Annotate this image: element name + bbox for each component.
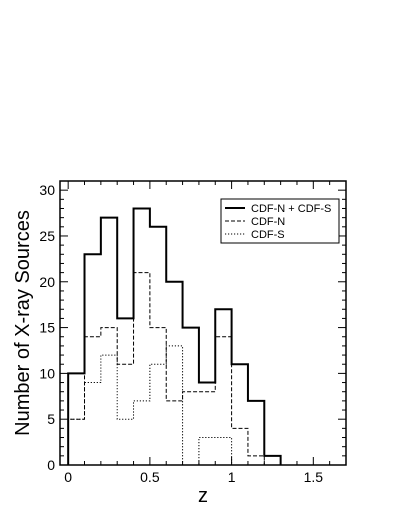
y-tick-label: 20 (39, 274, 55, 290)
legend: CDF-N + CDF-S CDF-N CDF-S (220, 198, 340, 244)
y-tick-label: 25 (39, 228, 55, 244)
histogram-series (67, 207, 282, 466)
series-dotted-step-line (67, 345, 281, 466)
plot-frame (59, 180, 347, 466)
x-axis-label: z (198, 485, 208, 507)
y-tick-label: 5 (47, 411, 55, 427)
series-dashed-step-line (67, 272, 281, 466)
series-solid-step-line (67, 207, 282, 465)
axis-ticks: 0 0.5 1 1.5 0 5 10 15 20 25 30 (39, 181, 346, 485)
y-tick-label: 10 (39, 365, 55, 381)
plot-area: 0 0.5 1 1.5 0 5 10 15 20 25 30 (39, 180, 347, 485)
y-tick-label: 15 (39, 320, 55, 336)
x-tick-label: 1 (228, 469, 236, 485)
legend-label-cdf-n: CDF-N (251, 216, 285, 228)
y-axis-label: Number of X-ray Sources (12, 210, 34, 436)
legend-label-cdf-s: CDF-S (251, 229, 285, 241)
y-tick-label: 0 (47, 457, 55, 473)
x-tick-label: 0.5 (140, 469, 160, 485)
x-tick-label: 0 (64, 469, 72, 485)
legend-label-all: CDF-N + CDF-S (251, 203, 331, 215)
x-tick-label: 1.5 (304, 469, 324, 485)
y-tick-label: 30 (39, 182, 55, 198)
